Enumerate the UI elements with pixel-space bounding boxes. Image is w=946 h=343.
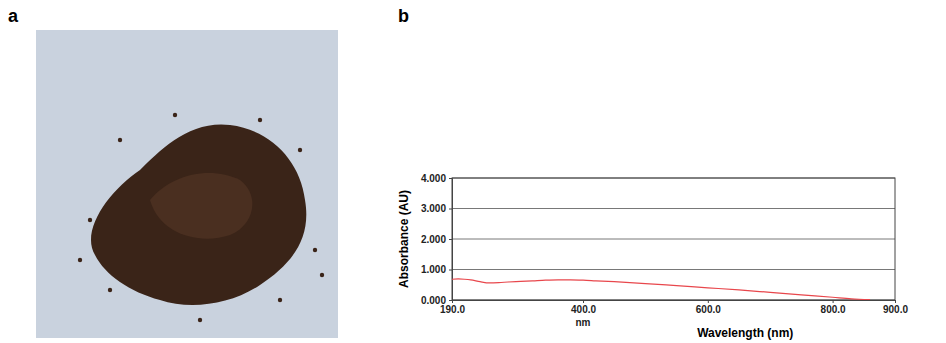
x-tick: 400.0 — [571, 300, 596, 315]
x-axis-line — [453, 301, 896, 304]
plot-area — [452, 279, 870, 300]
spectrum-line — [452, 279, 870, 300]
y-tick: 3.000 — [421, 203, 452, 214]
x-tick-label: 400.0 — [571, 304, 596, 315]
x-tick-label: 800.0 — [821, 304, 846, 315]
powder-speck — [78, 258, 82, 262]
y-tick-label: 1.000 — [421, 264, 446, 275]
y-tick-label: 3.000 — [421, 203, 446, 214]
powder-speck — [173, 113, 177, 117]
powder-heap — [91, 124, 306, 305]
grid-line — [452, 208, 895, 209]
y-tick-mark — [449, 178, 452, 179]
figure: a b 190.0 400.0 600.0 800.0 900.0 0.000 1.000 2.0… — [0, 0, 946, 343]
y-axis-line — [449, 179, 453, 301]
x-tick-mark — [895, 300, 896, 303]
x-axis: 190.0 400.0 600.0 800.0 900.0 — [440, 300, 908, 315]
x-tick-label: 600.0 — [696, 304, 721, 315]
y-tick: 1.000 — [421, 264, 452, 275]
y-axis-title: Absorbance (AU) — [397, 190, 411, 288]
x-tick: 600.0 — [696, 300, 721, 315]
x-tick-mark — [833, 300, 834, 303]
panel-label: b — [398, 6, 409, 26]
y-tick-mark — [449, 270, 452, 271]
powder-speck — [313, 248, 317, 252]
powder-speck — [198, 318, 202, 322]
y-axis: 0.000 1.000 2.000 3.000 4.000 — [421, 173, 453, 306]
y-tick-mark — [449, 300, 452, 301]
powder-speck — [258, 118, 262, 122]
grid-line — [452, 269, 895, 270]
y-tick-mark — [449, 209, 452, 210]
y-tick-mark — [449, 239, 452, 240]
x-tick-mark — [583, 300, 584, 303]
y-tick-label: 0.000 — [421, 295, 446, 306]
y-tick-label: 4.000 — [421, 173, 446, 184]
y-tick: 2.000 — [421, 234, 452, 245]
powder-speck — [88, 218, 92, 222]
photo — [36, 30, 338, 338]
powder-highlight — [150, 173, 252, 239]
grid-line — [452, 239, 895, 240]
powder-speck — [298, 148, 302, 152]
plot-frame — [452, 178, 895, 300]
x-tick: 800.0 — [821, 300, 846, 315]
powder-speck — [118, 138, 122, 142]
panel-label: a — [8, 6, 19, 26]
y-tick: 0.000 — [421, 295, 452, 306]
x-axis-unit: nm — [576, 317, 591, 328]
powder-speck — [278, 298, 282, 302]
photo-background — [36, 30, 338, 338]
x-tick: 900.0 — [883, 300, 908, 315]
x-tick-label: 900.0 — [883, 304, 908, 315]
y-tick-label: 2.000 — [421, 234, 446, 245]
x-axis-title: Wavelength (nm) — [697, 326, 793, 340]
powder-speck — [320, 273, 324, 277]
grid — [452, 178, 895, 300]
x-tick-label: 190.0 — [440, 304, 465, 315]
powder-speck — [108, 288, 112, 292]
y-tick: 4.000 — [421, 173, 452, 184]
x-tick-mark — [708, 300, 709, 303]
